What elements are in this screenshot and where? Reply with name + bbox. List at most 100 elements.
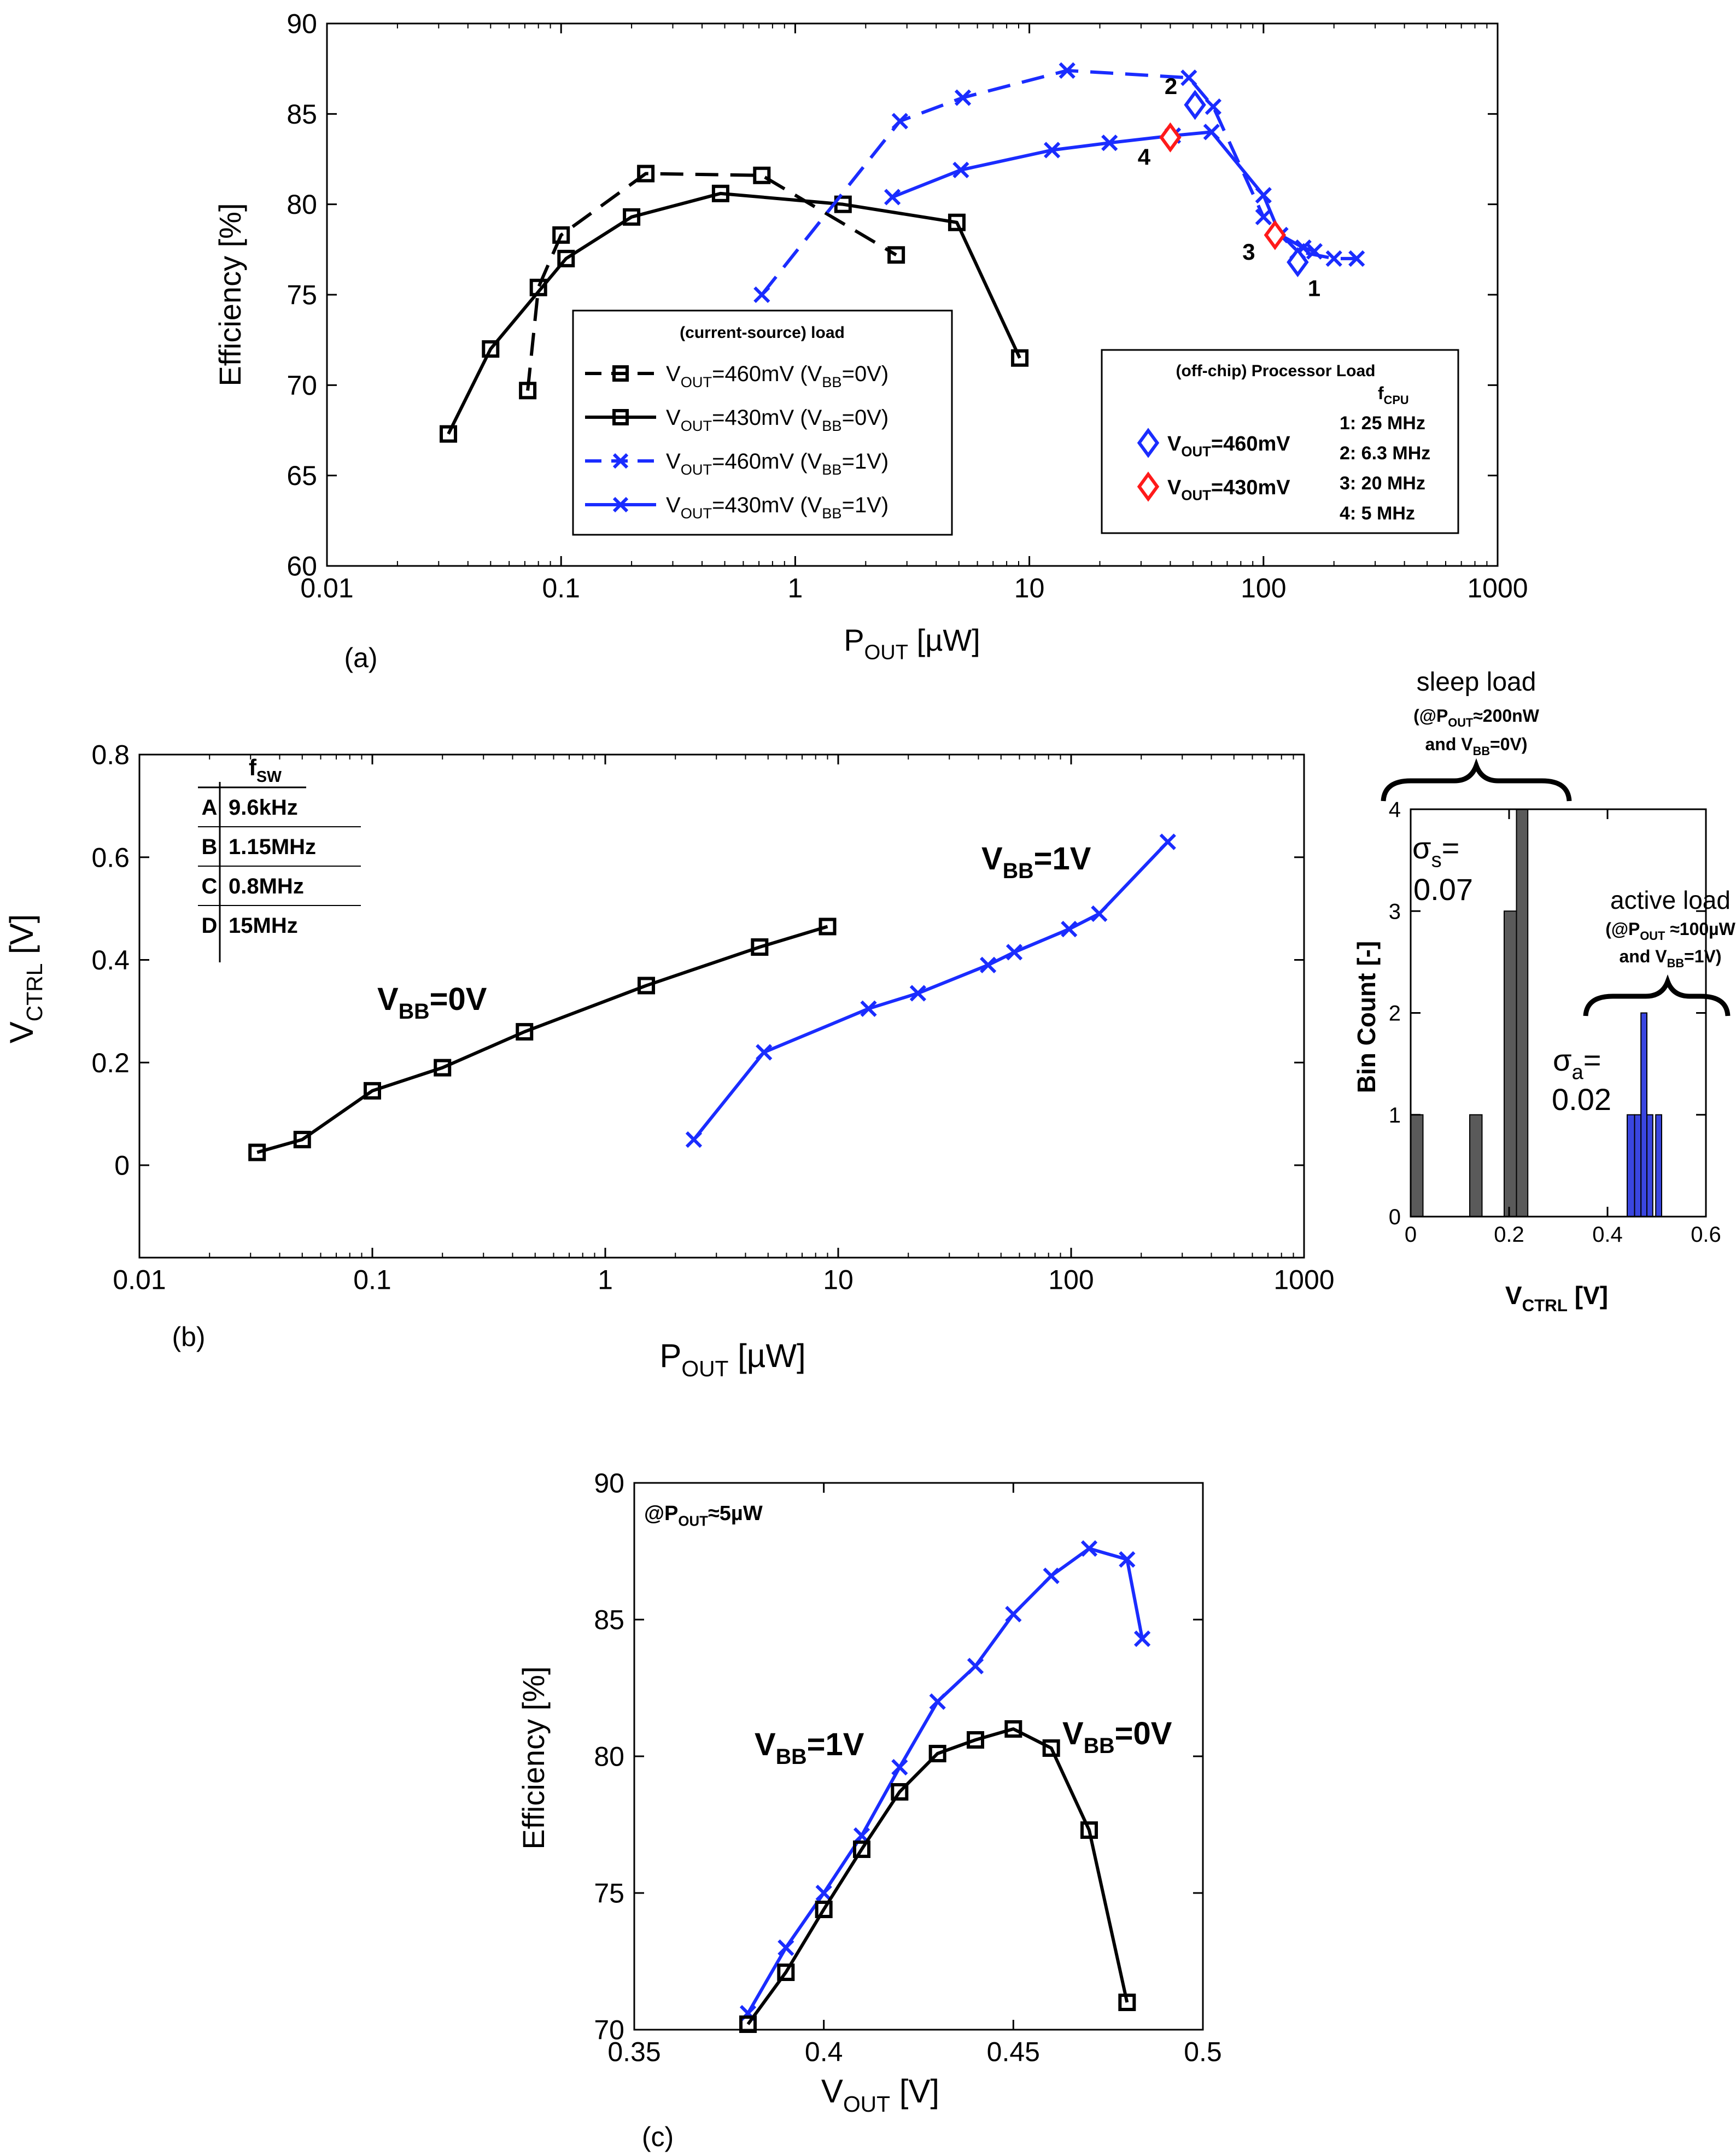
a-legend-processor-box <box>1101 349 1459 534</box>
hist-sleep-brace <box>1381 758 1572 802</box>
hist-sigma-s: σs= <box>1412 831 1459 872</box>
hist-bar-active <box>1634 1114 1642 1217</box>
hist-sigma-s-part: s <box>1431 849 1442 872</box>
a-data-point <box>753 166 771 184</box>
a-legend-fcpu-label: fCPU <box>1378 383 1409 407</box>
c-y-tick-label: 75 <box>594 1878 624 1909</box>
hist-x-tick-label: 0.2 <box>1494 1223 1524 1247</box>
hist-sigma-a: σa= <box>1553 1043 1601 1084</box>
b-x-axis-label-part: P <box>659 1337 681 1374</box>
b-axes-box <box>138 753 1305 1259</box>
a-x-tick-label: 0.01 <box>300 573 353 604</box>
a-legend-processor-entry-part: =460mV <box>1211 433 1290 455</box>
b-panel-label: (b) <box>172 1322 205 1352</box>
hist-sleep-cond-part: ≈200nW <box>1473 706 1540 726</box>
b-series-label-vbb1-part: =1V <box>1034 841 1091 877</box>
a-legend-entry-part: =460mV (V <box>712 362 822 386</box>
hist-sigma-s-part: σ <box>1412 831 1431 865</box>
a-legend-entry-part: OUT <box>681 417 712 434</box>
a-data-point <box>1348 250 1365 267</box>
c-condition-label-part: OUT <box>678 1514 708 1529</box>
a-data-point <box>637 165 655 183</box>
c-x-axis-label: VOUT [V] <box>821 2073 939 2117</box>
hist-y-axis-label: Bin Count [-] <box>1352 941 1381 1093</box>
b-y-tick-label: 0.8 <box>91 740 130 770</box>
b-series-line <box>692 840 1169 1141</box>
c-condition-label-part: @P <box>644 1502 678 1525</box>
c-data-point <box>815 1884 832 1902</box>
b-fsw-table-header-part: SW <box>256 768 282 786</box>
c-data-point <box>929 1693 946 1710</box>
a-series-line <box>526 172 897 391</box>
a-series-line <box>447 191 1021 435</box>
b-x-tick-label: 1 <box>598 1265 613 1295</box>
a-panel-label: (a) <box>344 642 377 673</box>
c-data-point <box>967 1657 984 1675</box>
a-legend-entry-part: OUT <box>681 461 712 478</box>
hist-x-tick-label: 0.6 <box>1691 1223 1721 1247</box>
a-legend-diamond <box>1137 471 1160 502</box>
hist-sleep-cond: and VBB=0V) <box>1425 734 1527 758</box>
a-legend-marker <box>612 409 629 425</box>
b-data-point <box>819 918 837 936</box>
b-series-label-vbb1: VBB=1V <box>981 841 1091 883</box>
c-data-point <box>853 1841 870 1858</box>
a-y-tick-label: 70 <box>287 370 317 401</box>
hist-active-cond-part: (@P <box>1605 919 1640 939</box>
hist-sigma-a-value: 0.02 <box>1552 1082 1611 1117</box>
c-series-label-vbb1-part: =1V <box>807 1727 864 1762</box>
hist-x-axis-label: VCTRL [V] <box>1505 1281 1608 1315</box>
a-legend-processor-entry-part: OUT <box>1181 488 1211 504</box>
c-series-label-vbb1: VBB=1V <box>755 1727 864 1769</box>
a-data-point <box>834 195 852 213</box>
a-legend-entry-part: BB <box>822 461 841 478</box>
a-legend-load-box <box>572 309 953 536</box>
hist-active-cond-part: BB <box>1667 956 1684 970</box>
b-series-label-vbb1-part: BB <box>1003 859 1034 883</box>
a-y-tick-label: 65 <box>287 460 317 491</box>
a-x-axis-label-part: OUT <box>864 641 908 664</box>
c-condition-label: @POUT≈5µW <box>644 1502 763 1529</box>
b-data-point <box>1061 921 1078 938</box>
hist-active-cond-part: ≈100µW <box>1665 919 1735 939</box>
hist-y-tick-label: 2 <box>1389 1002 1401 1026</box>
c-series-label-vbb0-part: BB <box>1084 1734 1115 1758</box>
c-series-label-vbb1-part: BB <box>776 1745 807 1769</box>
a-processor-point-label: 3 <box>1242 239 1255 265</box>
b-data-point <box>293 1131 311 1149</box>
a-processor-point-label: 2 <box>1165 73 1177 99</box>
a-legend-entry-part: OUT <box>681 505 712 522</box>
c-data-point <box>967 1731 984 1749</box>
b-data-point <box>1091 905 1108 922</box>
c-data-point <box>778 1939 794 1956</box>
a-x-tick-label: 0.1 <box>542 573 580 604</box>
a-data-point <box>887 246 905 264</box>
a-legend-load-title: (current-source) load <box>680 324 845 342</box>
c-data-point <box>1133 1630 1151 1647</box>
a-legend-processor-entry-part: V <box>1167 476 1182 499</box>
c-data-point <box>1043 1567 1060 1585</box>
a-data-point <box>891 113 908 130</box>
a-legend-processor-entry-part: V <box>1167 433 1182 455</box>
c-x-axis-label-part: V <box>821 2073 843 2110</box>
a-processor-point <box>1184 90 1206 120</box>
c-x-tick-label: 0.35 <box>607 2037 661 2067</box>
c-x-axis-label-part: [V] <box>890 2073 939 2110</box>
a-processor-point <box>1264 220 1287 250</box>
c-y-axis-label: Efficiency [%] <box>516 1666 551 1849</box>
b-fsw-table-value: 15MHz <box>229 914 298 938</box>
b-data-point <box>685 1131 703 1148</box>
a-data-point <box>1101 135 1118 151</box>
a-legend-entry-part: V <box>666 406 681 430</box>
a-data-point <box>519 382 537 400</box>
a-legend-entry-part: V <box>666 362 681 386</box>
a-data-point <box>1205 98 1222 115</box>
a-data-point <box>557 249 575 267</box>
a-legend-freq: 4: 5 MHz <box>1340 503 1415 524</box>
hist-sigma-s-part: = <box>1442 831 1460 865</box>
c-data-point <box>891 1783 909 1801</box>
a-y-tick-label: 75 <box>287 280 317 311</box>
hist-sigma-a-part: a <box>1572 1061 1584 1084</box>
a-processor-point <box>1287 247 1309 278</box>
a-data-point <box>552 226 570 244</box>
